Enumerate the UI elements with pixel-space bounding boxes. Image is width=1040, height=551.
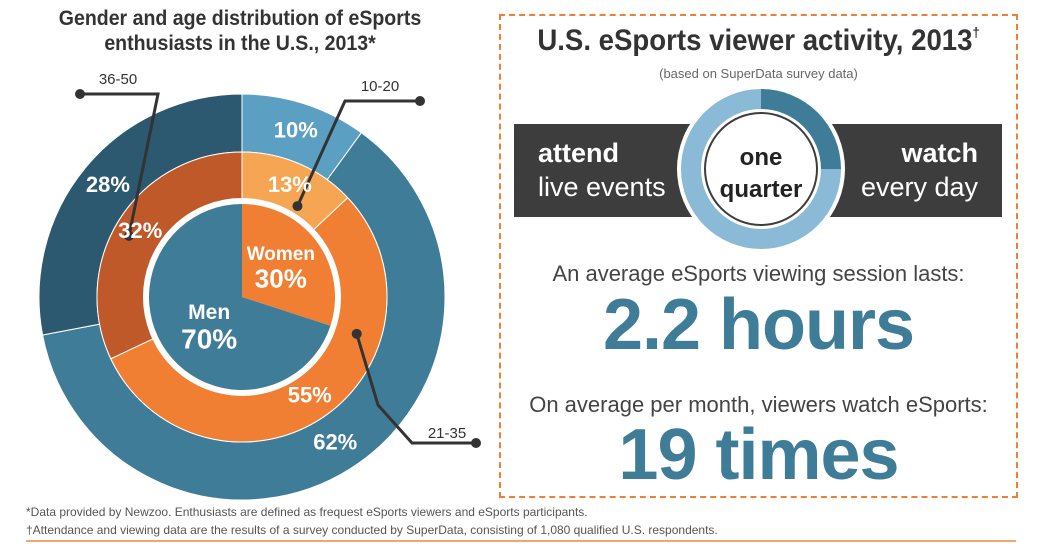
center-label-men-name: Men [188,301,230,324]
month-label: On average per month, viewers watch eSpo… [529,392,988,417]
callout-21-35-line [355,333,476,445]
band-right-bold: watch [901,138,978,168]
center-label-women-name: Women [247,244,315,265]
center-label-women-value: 30% [255,264,307,294]
band-right-light: every day [860,172,978,202]
panel-title-text: U.S. eSports viewer activity, 2013 [537,24,973,57]
footer-divider [26,540,1016,542]
callout-21-35-dot [471,438,481,448]
center-label-men-value: 70% [181,324,237,355]
quarter-ring-chart [677,85,845,253]
center-separator [143,198,341,396]
center-segment-women [242,204,335,326]
panel-title: U.S. eSports viewer activity, 2013† [522,24,996,58]
callout-21-35-label: 21-35 [428,425,466,442]
left-chart-title: Gender and age distribution of eSports e… [35,6,444,56]
panel-subtitle: (based on SuperData survey data) [659,66,858,81]
callout-36-50-label: 36-50 [99,71,137,88]
left-chart-title-line1: Gender and age distribution of eSports [58,7,422,30]
ring-segment-0 [761,89,841,169]
callouts: 36-50 10-20 21-35 [75,71,481,448]
center-segment-men [149,204,331,390]
ring-text: one quarter [676,142,846,206]
callout-36-50-dot [75,89,85,99]
left-chart-title-line2: enthusiasts in the U.S., 2013* [104,32,376,55]
ring-text-line2: quarter [719,176,803,203]
band-left-bold: attend [538,138,619,168]
outer-label-21-35: 62% [313,430,357,455]
center-pie [143,198,341,396]
callout-36-50-line [80,92,160,237]
callout-10-20-dot [415,96,425,106]
inner-label-10-20: 13% [268,172,312,197]
callout-10-20-line [296,99,420,207]
gender-age-donut-chart: 36-50 10-20 21-35 10% 62% 28% 13% 55% 32% Women3… [38,71,481,500]
callout-36-50-dot [123,230,134,241]
band-left-light: live events [538,172,666,202]
viewer-activity-panel: U.S. eSports viewer activity, 2013† (bas… [499,14,1018,498]
footnote-newzoo: *Data provided by Newzoo. Enthusiasts ar… [26,505,588,519]
ring-text-line1: one [739,144,783,171]
panel-title-mark: † [972,24,980,40]
session-value: 2.2 hours [602,285,915,365]
ring-center [704,112,818,226]
outer-label-36-50: 28% [86,172,130,197]
callout-21-35-dot [351,328,362,339]
callout-10-20-label: 10-20 [361,78,399,95]
inner-label-21-35: 55% [288,382,332,407]
month-value: 19 times [618,415,899,495]
footnote-superdata: †Attendance and viewing data are the res… [26,523,718,537]
outer-ring [38,93,446,500]
inner-label-36-50: 32% [118,218,162,243]
session-label: An average eSports viewing session lasts… [552,261,965,286]
callout-10-20-dot [292,201,303,212]
outer-label-10-20: 10% [274,117,318,142]
